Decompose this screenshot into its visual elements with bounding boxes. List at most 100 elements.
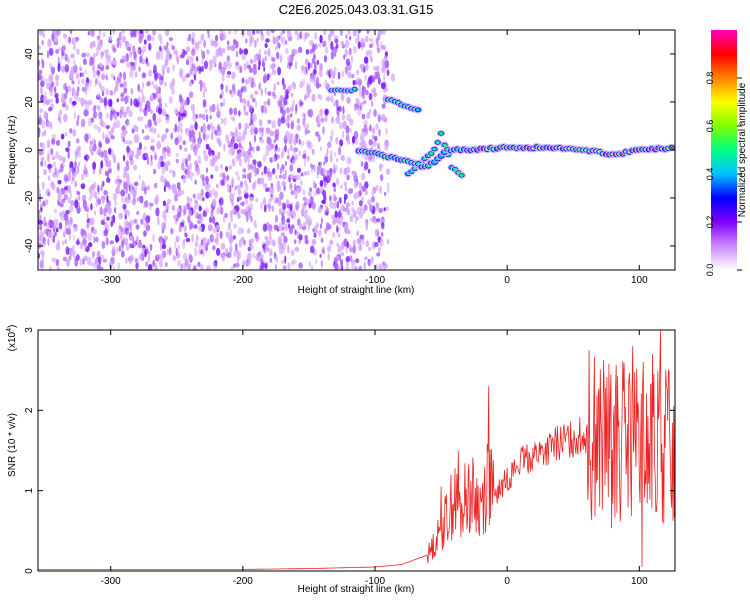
noise-speck: [92, 40, 96, 48]
noise-speck: [260, 130, 264, 137]
noise-speck: [384, 59, 390, 69]
noise-speck: [230, 45, 234, 51]
noise-speck: [294, 61, 298, 70]
noise-speck: [370, 196, 376, 203]
noise-speck: [370, 256, 374, 264]
noise-speck: [344, 227, 349, 235]
noise-speck: [298, 222, 303, 230]
noise-speck: [317, 93, 320, 99]
noise-speck: [216, 103, 219, 112]
noise-speck: [202, 241, 206, 250]
noise-speck: [47, 231, 53, 239]
noise-speck: [168, 246, 172, 256]
noise-speck: [293, 175, 298, 180]
noise-speck: [360, 234, 365, 240]
noise-speck: [356, 237, 362, 245]
noise-speck: [272, 168, 276, 175]
noise-speck: [168, 169, 173, 174]
noise-speck: [239, 47, 242, 56]
noise-speck: [368, 37, 373, 42]
noise-speck: [193, 205, 197, 215]
noise-speck: [220, 102, 224, 107]
noise-speck: [61, 156, 66, 163]
noise-speck: [258, 48, 261, 55]
noise-speck: [118, 77, 122, 84]
noise-speck: [339, 258, 344, 267]
noise-speck: [334, 151, 337, 157]
noise-speck: [112, 121, 118, 129]
noise-speck: [134, 71, 138, 78]
noise-speck: [103, 49, 109, 54]
noise-speck: [294, 183, 297, 192]
noise-speck: [346, 209, 351, 216]
noise-speck: [155, 51, 161, 60]
noise-speck: [340, 155, 346, 161]
noise-speck: [50, 66, 56, 75]
noise-speck: [67, 171, 71, 180]
track-crossing-branch-mid: [435, 140, 440, 145]
noise-speck: [75, 138, 80, 144]
noise-speck: [285, 107, 291, 114]
noise-speck: [114, 199, 117, 207]
noise-speck: [231, 160, 236, 167]
noise-speck: [378, 128, 381, 137]
noise-speck: [345, 166, 351, 174]
noise-speck: [244, 111, 249, 116]
noise-speck: [199, 216, 203, 222]
noise-speck: [53, 86, 57, 94]
noise-speck: [260, 30, 263, 36]
noise-speck: [55, 97, 59, 104]
noise-speck: [136, 210, 140, 215]
noise-speck: [235, 50, 239, 58]
noise-speck: [188, 80, 192, 88]
noise-speck: [76, 191, 81, 196]
noise-speck: [144, 30, 150, 34]
noise-speck: [200, 49, 203, 55]
noise-speck: [61, 50, 65, 57]
noise-speck: [125, 246, 130, 251]
noise-speck: [264, 263, 268, 270]
noise-speck: [198, 249, 201, 255]
noise-speck: [156, 140, 162, 150]
noise-speck: [58, 47, 61, 52]
noise-speck: [153, 84, 159, 90]
noise-speck: [337, 265, 343, 270]
noise-speck: [155, 195, 159, 203]
noise-speck: [119, 83, 124, 88]
noise-speck: [121, 35, 127, 43]
noise-speck: [244, 122, 248, 130]
noise-speck: [246, 227, 251, 234]
x-tick-label: -100: [365, 576, 385, 587]
noise-speck: [117, 73, 121, 80]
noise-speck: [345, 247, 348, 254]
noise-speck: [135, 262, 139, 270]
y-tick-label: 0: [24, 147, 35, 153]
noise-speck: [84, 69, 88, 75]
noise-speck: [335, 136, 339, 145]
noise-speck: [51, 236, 54, 242]
noise-speck: [187, 209, 192, 217]
noise-speck: [365, 221, 368, 231]
noise-speck: [369, 43, 373, 49]
noise-speck: [146, 81, 151, 87]
noise-speck: [301, 67, 304, 74]
noise-speck: [203, 154, 209, 162]
noise-speck: [134, 30, 137, 39]
track-upper-branch-2-mid: [415, 108, 421, 112]
noise-speck: [271, 156, 276, 163]
noise-speck: [128, 242, 133, 248]
noise-speck: [146, 34, 152, 42]
noise-speck: [303, 158, 306, 167]
noise-speck: [337, 211, 342, 219]
colorbar: 0.0 0.2 0.4 0.6 0.8 Normalized spectral ampl…: [705, 30, 748, 276]
noise-speck: [75, 169, 79, 175]
noise-speck: [77, 114, 80, 121]
noise-speck: [63, 185, 69, 191]
noise-speck: [320, 117, 325, 123]
noise-speck: [184, 99, 187, 107]
noise-speck: [314, 131, 320, 137]
noise-speck: [179, 121, 183, 128]
noise-speck: [46, 98, 51, 106]
noise-speck: [226, 183, 230, 189]
noise-speck: [73, 38, 77, 46]
